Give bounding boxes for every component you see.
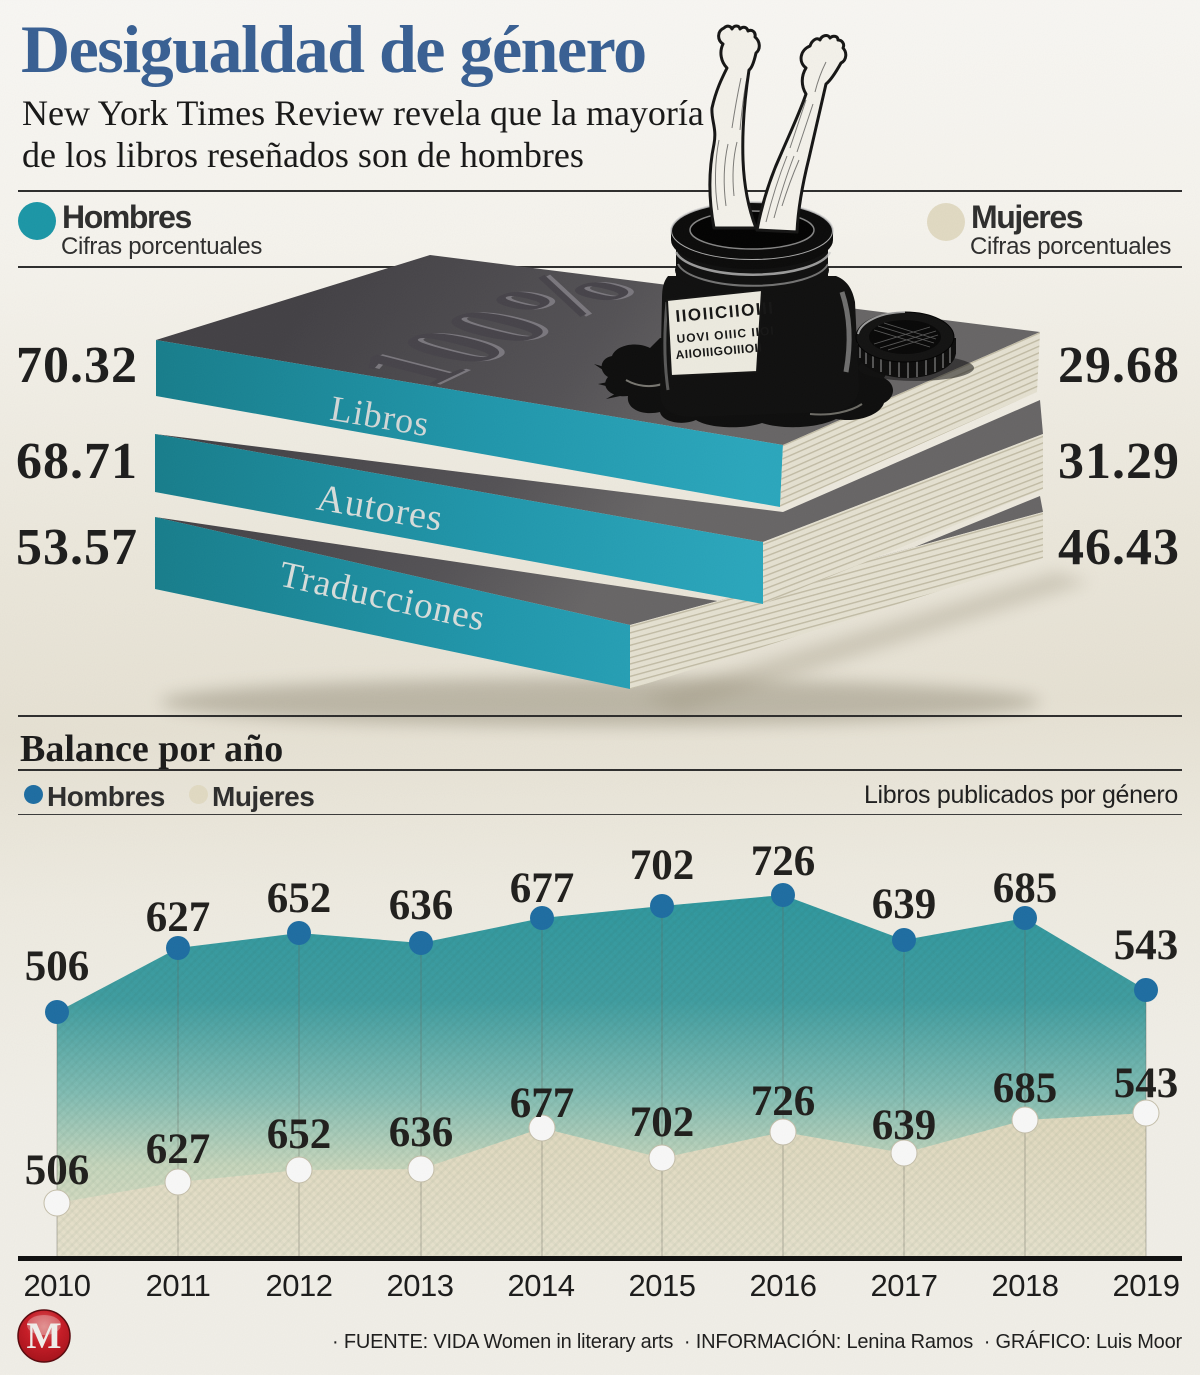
svg-text:726: 726 [751,1078,816,1125]
svg-text:506: 506 [25,943,90,990]
svg-text:702: 702 [630,1099,695,1146]
svg-text:702: 702 [630,842,695,889]
svg-text:506: 506 [25,1147,90,1194]
svg-text:652: 652 [267,1111,332,1158]
svg-text:685: 685 [993,865,1058,912]
svg-text:639: 639 [872,1102,937,1149]
svg-text:543: 543 [1114,922,1179,969]
svg-text:726: 726 [751,838,816,885]
svg-text:685: 685 [993,1065,1058,1112]
svg-text:543: 543 [1114,1060,1179,1107]
svg-text:627: 627 [146,1126,211,1173]
svg-text:639: 639 [872,881,937,928]
svg-text:636: 636 [389,882,454,929]
svg-text:677: 677 [510,1080,575,1127]
svg-text:652: 652 [267,875,332,922]
svg-text:627: 627 [146,894,211,941]
svg-text:636: 636 [389,1109,454,1156]
svg-text:M: M [27,1316,62,1357]
svg-text:677: 677 [510,865,575,912]
